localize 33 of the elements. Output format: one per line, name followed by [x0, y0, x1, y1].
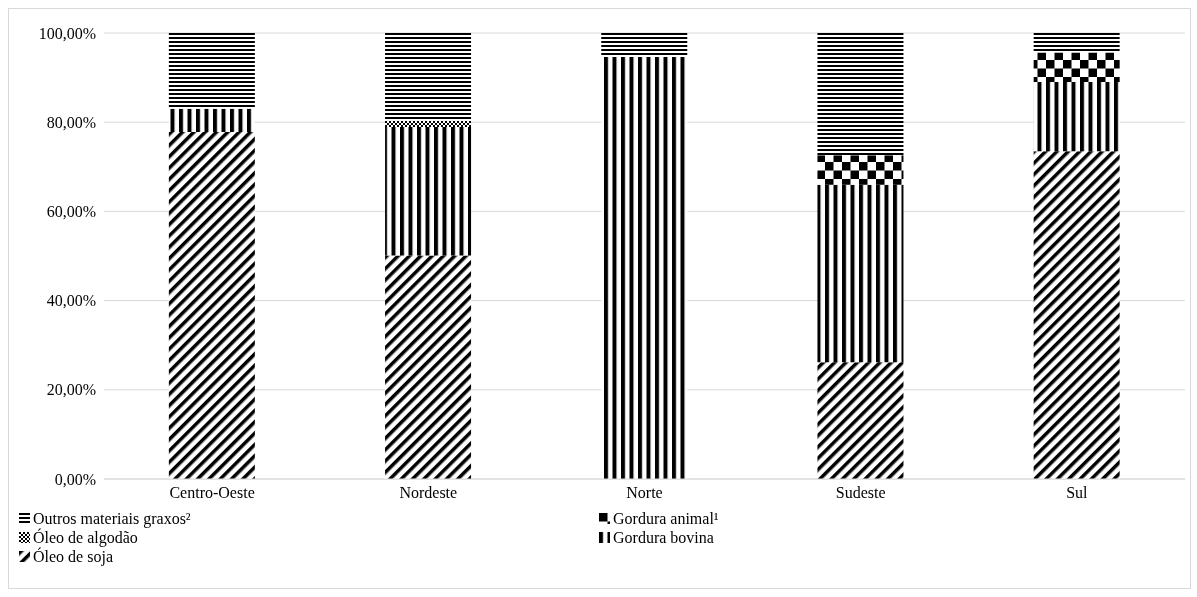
y-tick-label: 20,00%	[46, 381, 96, 399]
bar	[168, 33, 255, 109]
bar	[1033, 52, 1120, 83]
bar	[385, 127, 472, 256]
bar	[817, 33, 904, 156]
x-tick-label: Sudeste	[835, 484, 886, 502]
y-tick-label: 100,00%	[38, 24, 96, 42]
bar	[817, 155, 904, 185]
bar	[1033, 82, 1120, 152]
x-tick-label: Centro-Oeste	[169, 484, 255, 502]
legend-label: Óleo de algodão	[33, 528, 138, 547]
bar	[385, 255, 472, 479]
y-tick-label: 80,00%	[46, 113, 96, 131]
bar	[601, 57, 688, 479]
y-tick-label: 60,00%	[46, 203, 96, 221]
x-tick-label: Norte	[626, 484, 663, 502]
x-tick-label: Nordeste	[399, 484, 458, 502]
y-tick-label: 40,00%	[46, 292, 96, 310]
bar	[817, 184, 904, 363]
legend-label: Outros materiais graxos²	[33, 509, 191, 528]
x-tick-label: Sul	[1066, 484, 1089, 502]
bar	[168, 108, 255, 133]
y-tick-label: 0,00%	[54, 470, 96, 488]
bar	[168, 132, 255, 479]
bar	[817, 362, 904, 479]
bar	[1033, 33, 1120, 53]
bar	[601, 33, 688, 58]
bar	[1033, 151, 1120, 479]
legend-label: Óleo de soja	[33, 547, 113, 566]
legend-label: Gordura animal¹	[613, 509, 719, 528]
legend-label: Gordura bovina	[613, 528, 714, 547]
bar	[385, 120, 472, 128]
bar	[385, 33, 472, 121]
